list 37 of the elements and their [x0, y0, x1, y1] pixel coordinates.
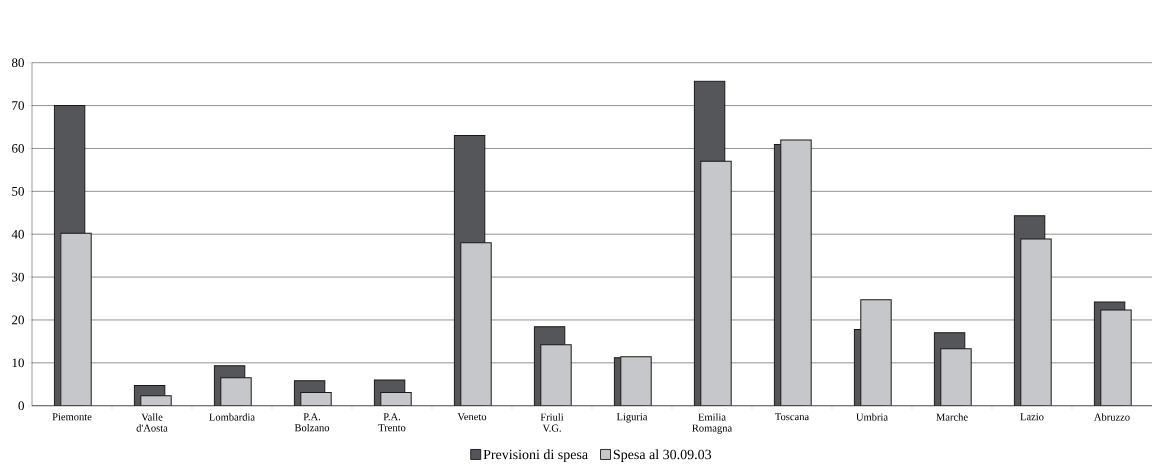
x-tick-label: Valle d'Aosta	[136, 413, 168, 432]
y-tick-label: 10	[12, 358, 24, 368]
bar	[860, 299, 892, 406]
x-tick-label: Lombardia	[209, 413, 255, 421]
x-tick-label: Umbria	[856, 413, 888, 421]
y-tick-label: 80	[11, 58, 24, 68]
bar	[1100, 309, 1132, 406]
x-tick-label: Piemonte	[52, 413, 92, 421]
x-tick-label: Marche	[936, 413, 968, 421]
y-tick-label: 0	[18, 401, 24, 411]
bar	[620, 356, 652, 406]
y-tick-label: 60	[12, 144, 24, 154]
y-tick-label: 70	[12, 101, 24, 111]
x-tick-label: Abruzzo	[1094, 413, 1130, 421]
y-tick-label: 30	[12, 272, 24, 282]
x-tick-label: Friuli V.G.	[540, 413, 564, 432]
bar	[460, 242, 492, 406]
bar	[780, 139, 812, 406]
bar	[140, 396, 172, 406]
x-tick-label: Lazio	[1020, 413, 1044, 421]
x-tick-label: Toscana	[775, 413, 809, 421]
bar	[940, 348, 972, 406]
x-tick-label: Veneto	[457, 413, 487, 421]
bar	[700, 161, 732, 406]
x-tick-label: P.A. Bolzano	[294, 413, 330, 432]
y-tick-label: 40	[11, 230, 24, 239]
y-tick-label: 50	[12, 187, 24, 196]
bar	[1020, 238, 1052, 406]
bar	[540, 344, 572, 406]
legend-label: Previsioni di spesa	[483, 449, 588, 463]
y-tick-label: 20	[12, 315, 24, 325]
x-tick-label: Emilia Romagna	[692, 413, 732, 434]
x-tick-label: P.A. Trento	[378, 413, 406, 432]
x-tick-label: Liguria	[616, 413, 648, 423]
legend-label: Spesa al 30.09.03	[613, 449, 712, 463]
bar	[60, 233, 92, 406]
bar	[220, 377, 252, 406]
